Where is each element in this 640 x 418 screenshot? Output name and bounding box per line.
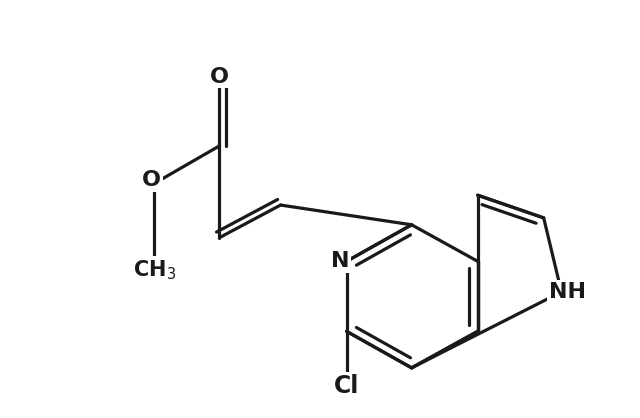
Text: O: O (142, 170, 161, 190)
Text: N: N (331, 251, 349, 271)
Text: NH: NH (549, 282, 586, 302)
Text: CH$_3$: CH$_3$ (133, 258, 176, 282)
Text: Cl: Cl (334, 374, 359, 398)
Text: O: O (210, 66, 229, 87)
